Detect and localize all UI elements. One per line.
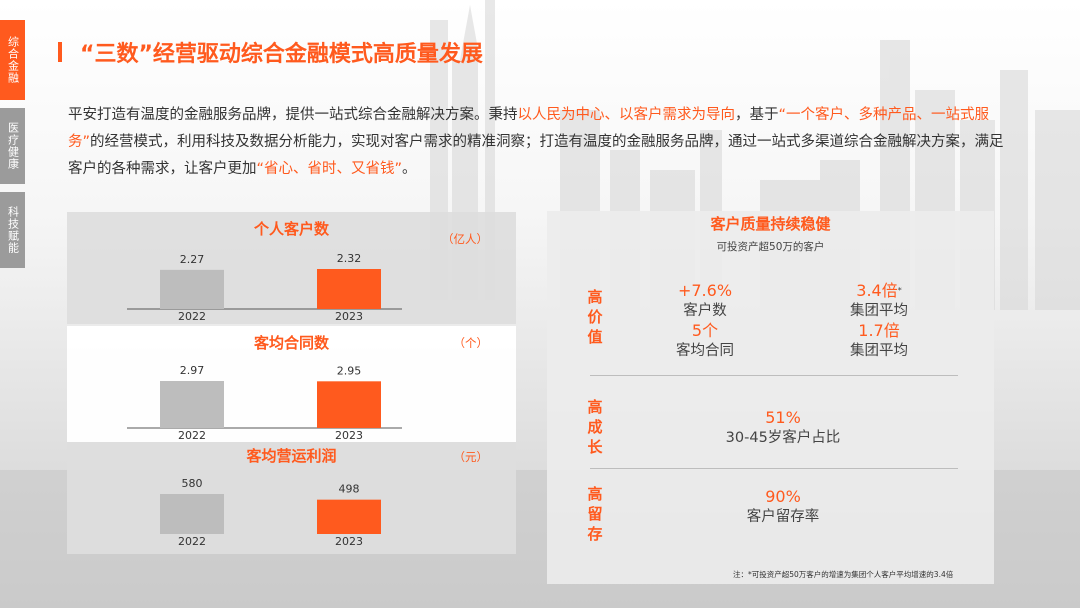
intro-highlight-3: “省心、省时、又省钱” (256, 161, 403, 177)
bar-value-label: 580 (182, 477, 203, 490)
metric-contracts-multiple: 1.7倍 集团平均 (809, 321, 949, 361)
metric-age-share: 51% 30-45岁客户占比 (703, 408, 863, 448)
metric-value-text: 3.4倍 (856, 281, 898, 300)
bar-2022 (160, 494, 224, 534)
bar-2023 (317, 269, 381, 309)
category-label: 2023 (335, 535, 363, 548)
metric-value: 5个 (691, 321, 719, 340)
category-label: 2022 (178, 535, 206, 548)
chart-unit: （个） (453, 336, 489, 350)
chart-panel-personal-customers: 个人客户数 （亿人） 2.27 2022 2.32 2023 (67, 212, 516, 324)
category-label: 2023 (335, 429, 363, 442)
metric-customer-growth: +7.6% 客户数 (635, 281, 775, 321)
bar-2022 (160, 269, 224, 309)
intro-highlight-1: 以人民为中心、以客户需求为导向 (517, 107, 736, 123)
row-label-high-growth: 高成长 (587, 398, 603, 456)
chart-panel-operating-profit-per-customer: 客均营运利润 （元） 580 2022 498 2023 (67, 442, 516, 554)
metric-contracts: 5个 客均合同 (635, 321, 775, 361)
chart-panel-contracts-per-customer: 客均合同数 （个） 2.97 2022 2.95 2023 (67, 326, 516, 442)
side-tab-healthcare[interactable]: 医疗健康 (0, 108, 25, 184)
intro-text-1: 平安打造有温度的金融服务品牌，提供一站式综合金融解决方案。 (68, 107, 489, 123)
row-label-high-value: 高价值 (587, 288, 603, 346)
metric-label: 30-45岁客户占比 (725, 430, 841, 446)
intro-highlight-2: “一个客户、多种产品、一站式服务” (68, 107, 990, 150)
bar-2023 (317, 381, 381, 428)
metric-label: 集团平均 (850, 303, 908, 319)
card-subtitle: 可投资产超50万的客户 (716, 241, 825, 253)
chart-title: 客均营运利润 (246, 447, 337, 465)
chart-title: 个人客户数 (253, 220, 329, 238)
chart-svg: 2.27 2022 2.32 2023 (127, 252, 402, 323)
category-label: 2022 (178, 310, 206, 323)
divider (590, 468, 958, 469)
metric-value: 1.7倍 (858, 321, 900, 340)
row-label-high-retention: 高留存 (587, 485, 603, 543)
metric-label: 客均合同 (676, 343, 734, 359)
intro-text-5: 。 (402, 161, 417, 177)
bar-value-label: 2.97 (180, 364, 205, 377)
metric-growth-multiple: 3.4倍* 集团平均 (809, 281, 949, 321)
bar-2023 (317, 499, 381, 534)
metric-value: 90% (765, 487, 801, 506)
side-tab-integrated-finance[interactable]: 综合金融 (0, 20, 25, 100)
intro-text-2: 秉持 (488, 107, 518, 123)
title-accent-bar (58, 42, 62, 62)
card-title: 客户质量持续稳健 (710, 215, 831, 233)
bar-value-label: 2.32 (337, 252, 362, 265)
page-title: “三数”经营驱动综合金融模式高质量发展 (80, 42, 483, 67)
category-label: 2023 (335, 310, 363, 323)
chart-unit: （亿人） (442, 232, 488, 246)
footnote: 注：*可投资产超50万客户的增速为集团个人客户平均增速的3.4倍 (733, 570, 954, 579)
metric-label: 客户数 (683, 303, 727, 319)
chart-svg: 2.97 2022 2.95 2023 (127, 364, 402, 442)
metric-retention: 90% 客户留存率 (713, 487, 853, 527)
bar-2022 (160, 381, 224, 428)
bar-value-label: 2.95 (337, 364, 362, 377)
metric-value: 3.4倍* (809, 281, 949, 301)
bar-value-label: 498 (339, 483, 360, 496)
side-tab-technology[interactable]: 科技赋能 (0, 192, 25, 268)
chart-unit: （元） (453, 450, 489, 464)
chart-title: 客均合同数 (253, 334, 329, 352)
chart-svg: 580 2022 498 2023 (160, 477, 381, 548)
metric-value: +7.6% (677, 281, 733, 300)
customer-quality-card: 客户质量持续稳健 可投资产超50万的客户 高价值 +7.6% 客户数 3.4倍*… (547, 211, 994, 584)
divider (590, 375, 958, 376)
intro-text-4: 的经营模式，利用科技及数据分析能力，实现对客户需求的精准洞察；打造有温度的金融服… (68, 134, 1004, 177)
bar-value-label: 2.27 (180, 253, 205, 266)
metric-label: 集团平均 (850, 343, 908, 359)
metric-label: 客户留存率 (746, 509, 820, 525)
intro-paragraph: 平安打造有温度的金融服务品牌，提供一站式综合金融解决方案。秉持以人民为中心、以客… (68, 102, 1008, 183)
intro-text-3: ，基于 (735, 107, 779, 123)
footnote-mark: * (897, 286, 902, 295)
category-label: 2022 (178, 429, 206, 442)
metric-value: 51% (765, 408, 801, 427)
